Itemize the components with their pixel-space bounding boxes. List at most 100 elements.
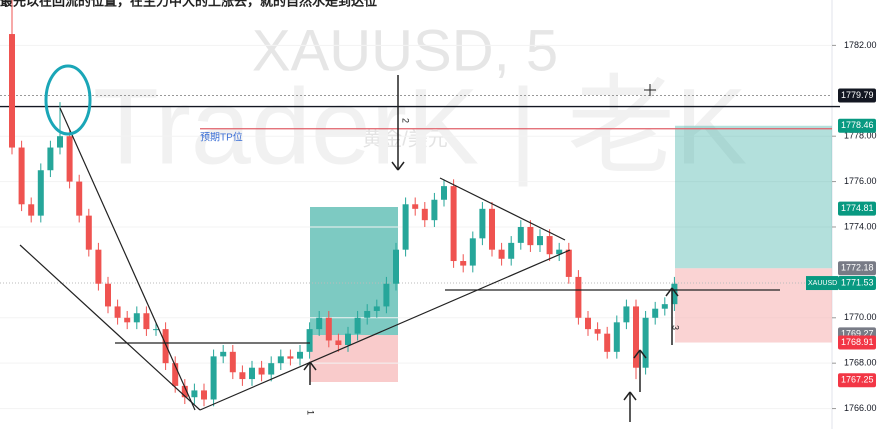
trend-line <box>397 161 405 171</box>
candle-body <box>421 208 428 221</box>
candle-body <box>565 249 572 277</box>
candle-body <box>239 372 246 380</box>
candle-body <box>575 276 582 318</box>
wave-label: 1 <box>306 410 316 415</box>
trend-line <box>629 391 637 401</box>
long-profit-zone <box>310 207 398 335</box>
candle-body <box>469 238 476 266</box>
price-label-bg <box>838 276 876 291</box>
highlight-circle <box>44 64 92 136</box>
candle-body <box>489 208 495 250</box>
candle-body <box>604 333 611 352</box>
wave-label: 2 <box>401 118 411 123</box>
candle-body <box>258 367 265 375</box>
caption: 最先以在回流的位置，在主力中大的上涨去，就的自然水是到达位 <box>0 0 377 8</box>
price-label: 1774.81 <box>841 203 874 213</box>
candle-body <box>85 215 92 250</box>
short-profit-zone <box>675 125 832 269</box>
candle-body <box>661 304 668 309</box>
trend-line <box>303 361 311 371</box>
price-label-bg <box>838 118 876 133</box>
y-tick-label: 1766.00 <box>844 403 877 413</box>
price-label: 1771.53 <box>841 277 874 287</box>
trend-line <box>633 349 641 359</box>
price-label-bg <box>838 261 876 276</box>
background: XAUUSD, 5 黄金/美元 TraderK | 老K <box>93 18 747 382</box>
watermark-symbol: XAUUSD, 5 <box>252 18 558 83</box>
candle-body <box>613 322 620 352</box>
candle-body <box>124 317 131 323</box>
candle-body <box>287 356 294 359</box>
candle-body <box>671 283 678 305</box>
price-label-bg <box>838 373 876 388</box>
candle-body <box>9 34 15 148</box>
candle-body <box>18 147 25 205</box>
candle-body <box>316 317 323 330</box>
candle-body <box>191 390 198 398</box>
candle-body <box>517 226 524 243</box>
price-label: 1769.27 <box>841 329 874 339</box>
price-label: 1778.46 <box>841 120 874 130</box>
candle-body <box>57 136 63 148</box>
y-tick-label: 1774.00 <box>844 221 877 231</box>
price-label-bg <box>838 88 876 103</box>
price-label: 1768.91 <box>841 337 874 347</box>
symbol-label: XAUUSD <box>808 280 837 287</box>
trend-line <box>639 349 647 359</box>
price-label-bg <box>838 201 876 216</box>
candle-body <box>277 356 284 364</box>
candle-body <box>268 363 275 375</box>
candle-body <box>412 204 419 209</box>
price-label-bg <box>838 335 876 350</box>
trend-line <box>439 177 566 241</box>
candle-body <box>220 351 227 357</box>
candle-body <box>642 317 649 368</box>
trend-line <box>623 391 631 401</box>
candle-body <box>325 317 332 341</box>
candle-body <box>47 147 54 171</box>
candle-body <box>556 249 563 255</box>
candle-body <box>37 170 44 216</box>
trend-line <box>199 249 571 411</box>
candle-body <box>66 136 73 182</box>
candle-body <box>105 283 111 307</box>
trend-line <box>665 287 673 297</box>
y-tick-label: 1778.00 <box>844 131 877 141</box>
candle-body <box>28 204 35 216</box>
y-tick-label: 1776.00 <box>844 176 877 186</box>
candle-body <box>306 329 313 352</box>
y-tick-label: 1782.00 <box>844 40 877 50</box>
price-label: 1772.18 <box>841 263 874 273</box>
watermark-name: 黄金/美元 <box>362 127 448 150</box>
candle-body <box>498 249 505 259</box>
candle-body <box>546 236 553 255</box>
candle-body <box>450 186 457 262</box>
candle-body <box>95 249 102 284</box>
candle-body <box>76 181 83 216</box>
candle-body <box>393 249 399 284</box>
price-label: 1767.25 <box>841 375 874 385</box>
candle-body <box>133 313 140 323</box>
candle-body <box>172 363 179 386</box>
candle-body <box>623 306 630 323</box>
candle-body <box>364 310 371 318</box>
trend-line <box>671 287 679 297</box>
candle-body <box>114 306 121 318</box>
candle-body <box>527 226 534 246</box>
symbol-label-bg <box>806 276 838 291</box>
candle-body <box>383 283 390 307</box>
candle-body <box>431 199 438 221</box>
candle-body <box>210 356 217 400</box>
trend-line <box>391 161 399 171</box>
trend-line <box>19 244 201 411</box>
candle-body <box>633 306 639 368</box>
candle-body <box>229 351 236 373</box>
candle-body <box>594 329 601 334</box>
candle-body <box>201 390 207 400</box>
y-tick-label: 1770.00 <box>844 312 877 322</box>
candle-body <box>479 208 486 239</box>
candle-body <box>460 261 467 266</box>
y-tick-label: 1768.00 <box>844 358 877 368</box>
candle-body <box>441 186 447 200</box>
